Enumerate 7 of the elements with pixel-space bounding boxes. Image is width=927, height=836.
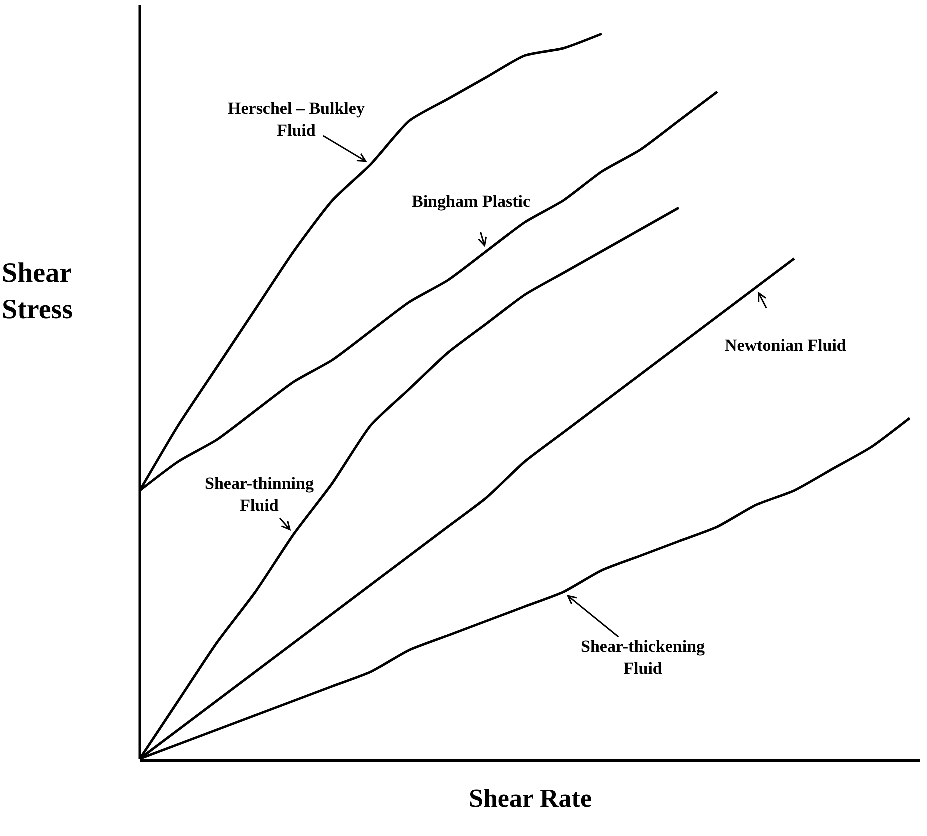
series-label: Bingham Plastic bbox=[412, 192, 531, 211]
x-axis-title: Shear Rate bbox=[469, 784, 592, 813]
series-label: Newtonian Fluid bbox=[725, 336, 847, 355]
series-label: Shear-thinning Fluid bbox=[205, 474, 314, 516]
text: Shear-thickening Fluid bbox=[581, 637, 706, 678]
series-label: Herschel – Bulkley Fluid bbox=[228, 99, 366, 140]
y-axis-title: Shear Stress bbox=[2, 258, 74, 326]
